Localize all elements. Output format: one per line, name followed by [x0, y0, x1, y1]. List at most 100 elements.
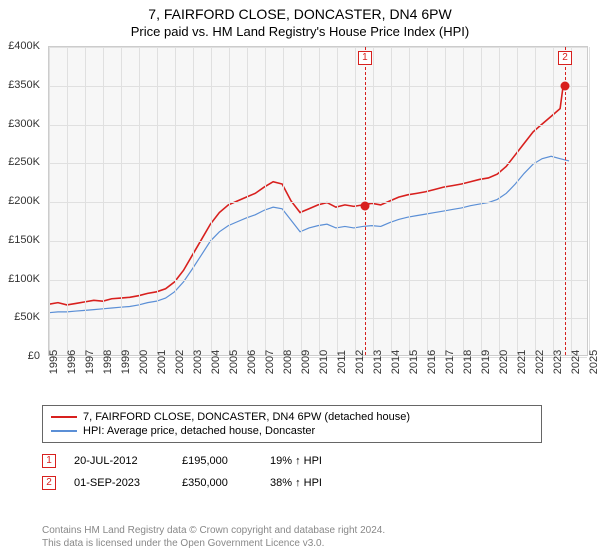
transaction-date: 20-JUL-2012 [74, 455, 164, 467]
y-axis-label: £50K [0, 311, 40, 323]
chart-container: 12 £0£50K£100K£150K£200K£250K£300K£350K£… [6, 46, 592, 396]
gridline-v [445, 47, 446, 355]
legend-row: HPI: Average price, detached house, Donc… [51, 424, 533, 438]
event-vline [565, 47, 566, 355]
gridline-h [49, 318, 587, 319]
footer-attribution: Contains HM Land Registry data © Crown c… [42, 524, 385, 550]
gridline-h [49, 202, 587, 203]
gridline-v [157, 47, 158, 355]
y-axis-label: £250K [0, 156, 40, 168]
gridline-v [391, 47, 392, 355]
transaction-table: 1 20-JUL-2012 £195,000 19% ↑ HPI 2 01-SEP-202… [42, 450, 350, 494]
gridline-v [229, 47, 230, 355]
x-axis-label: 2017 [444, 350, 456, 374]
chart-svg [49, 47, 587, 355]
x-axis-label: 2001 [156, 350, 168, 374]
gridline-v [355, 47, 356, 355]
gridline-v [517, 47, 518, 355]
y-axis-label: £200K [0, 195, 40, 207]
gridline-v [49, 47, 50, 355]
transaction-row: 1 20-JUL-2012 £195,000 19% ↑ HPI [42, 450, 350, 472]
event-point-dot [561, 81, 570, 90]
legend-box: 7, FAIRFORD CLOSE, DONCASTER, DN4 6PW (d… [42, 405, 542, 443]
y-axis-label: £400K [0, 40, 40, 52]
gridline-v [337, 47, 338, 355]
x-axis-label: 2021 [516, 350, 528, 374]
series-line [49, 86, 569, 305]
x-axis-label: 2015 [408, 350, 420, 374]
gridline-h [49, 47, 587, 48]
y-axis-label: £150K [0, 234, 40, 246]
x-axis-label: 2023 [552, 350, 564, 374]
gridline-h [49, 280, 587, 281]
x-axis-label: 2025 [588, 350, 600, 374]
gridline-h [49, 241, 587, 242]
event-marker-box: 2 [558, 51, 572, 65]
x-axis-label: 1999 [120, 350, 132, 374]
event-point-dot [360, 201, 369, 210]
gridline-v [319, 47, 320, 355]
gridline-v [139, 47, 140, 355]
chart-title: 7, FAIRFORD CLOSE, DONCASTER, DN4 6PW [0, 0, 600, 22]
x-axis-label: 2009 [300, 350, 312, 374]
transaction-id-box: 1 [42, 454, 56, 468]
y-axis-label: £350K [0, 79, 40, 91]
gridline-v [409, 47, 410, 355]
x-axis-label: 2000 [138, 350, 150, 374]
x-axis-label: 2008 [282, 350, 294, 374]
x-axis-label: 2011 [336, 350, 348, 374]
transaction-hpi: 19% ↑ HPI [270, 455, 350, 467]
gridline-h [49, 125, 587, 126]
gridline-h [49, 163, 587, 164]
y-axis-label: £0 [0, 350, 40, 362]
legend-label: 7, FAIRFORD CLOSE, DONCASTER, DN4 6PW (d… [83, 411, 410, 423]
y-axis-label: £100K [0, 273, 40, 285]
y-axis-label: £300K [0, 118, 40, 130]
gridline-v [481, 47, 482, 355]
legend-swatch [51, 430, 77, 432]
plot-area: 12 [48, 46, 588, 356]
legend-row: 7, FAIRFORD CLOSE, DONCASTER, DN4 6PW (d… [51, 410, 533, 424]
gridline-v [121, 47, 122, 355]
transaction-date: 01-SEP-2023 [74, 477, 164, 489]
x-axis-label: 2005 [228, 350, 240, 374]
gridline-v [103, 47, 104, 355]
x-axis-label: 2002 [174, 350, 186, 374]
gridline-v [283, 47, 284, 355]
gridline-v [211, 47, 212, 355]
gridline-v [247, 47, 248, 355]
transaction-price: £195,000 [182, 455, 252, 467]
gridline-v [427, 47, 428, 355]
event-marker-box: 1 [358, 51, 372, 65]
gridline-v [193, 47, 194, 355]
gridline-v [535, 47, 536, 355]
gridline-v [499, 47, 500, 355]
x-axis-label: 1996 [66, 350, 78, 374]
x-axis-label: 2018 [462, 350, 474, 374]
transaction-hpi: 38% ↑ HPI [270, 477, 350, 489]
x-axis-label: 2003 [192, 350, 204, 374]
transaction-row: 2 01-SEP-2023 £350,000 38% ↑ HPI [42, 472, 350, 494]
gridline-v [175, 47, 176, 355]
gridline-v [67, 47, 68, 355]
x-axis-label: 2024 [570, 350, 582, 374]
x-axis-label: 2013 [372, 350, 384, 374]
footer-line1: Contains HM Land Registry data © Crown c… [42, 524, 385, 537]
gridline-h [49, 86, 587, 87]
x-axis-label: 2019 [480, 350, 492, 374]
gridline-v [463, 47, 464, 355]
x-axis-label: 1995 [48, 350, 60, 374]
legend-label: HPI: Average price, detached house, Donc… [83, 425, 315, 437]
legend-swatch [51, 416, 77, 418]
x-axis-label: 2004 [210, 350, 222, 374]
chart-subtitle: Price paid vs. HM Land Registry's House … [0, 22, 600, 45]
gridline-v [301, 47, 302, 355]
x-axis-label: 2016 [426, 350, 438, 374]
x-axis-label: 2010 [318, 350, 330, 374]
x-axis-label: 1997 [84, 350, 96, 374]
transaction-id-box: 2 [42, 476, 56, 490]
x-axis-label: 2007 [264, 350, 276, 374]
x-axis-label: 2006 [246, 350, 258, 374]
transaction-price: £350,000 [182, 477, 252, 489]
footer-line2: This data is licensed under the Open Gov… [42, 537, 385, 550]
